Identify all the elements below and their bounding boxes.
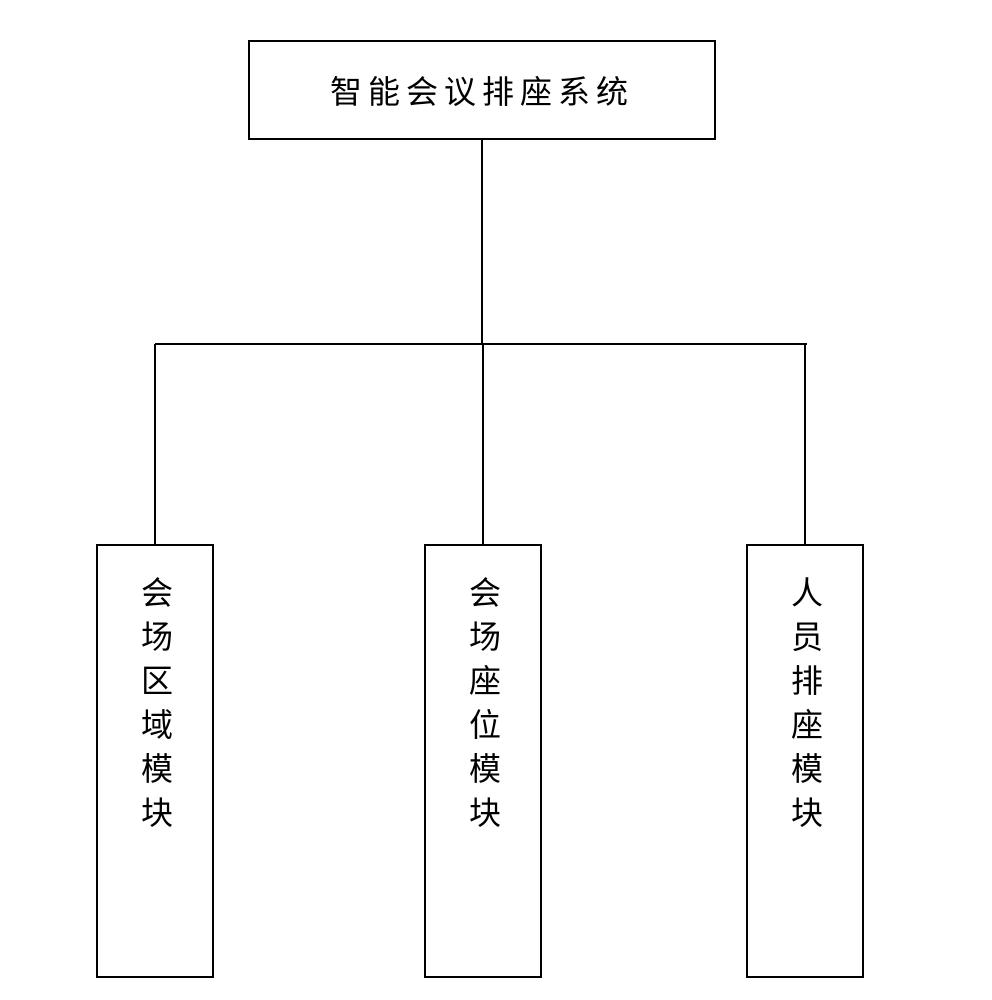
child-label-0: 会场区域模块	[132, 576, 178, 840]
root-node: 智能会议排座系统	[248, 40, 716, 140]
child-label-2: 人员排座模块	[782, 576, 828, 840]
child-node-0: 会场区域模块	[96, 544, 214, 978]
root-label: 智能会议排座系统	[330, 67, 634, 113]
child-node-2: 人员排座模块	[746, 544, 864, 978]
child-node-1: 会场座位模块	[424, 544, 542, 978]
connector-drop-0	[154, 344, 156, 544]
tree-diagram: 智能会议排座系统 会场区域模块 会场座位模块 人员排座模块	[0, 0, 992, 1000]
connector-drop-2	[804, 344, 806, 544]
child-label-1: 会场座位模块	[460, 576, 506, 840]
connector-trunk	[481, 140, 483, 344]
connector-drop-1	[482, 344, 484, 544]
connector-horizontal	[155, 343, 807, 345]
